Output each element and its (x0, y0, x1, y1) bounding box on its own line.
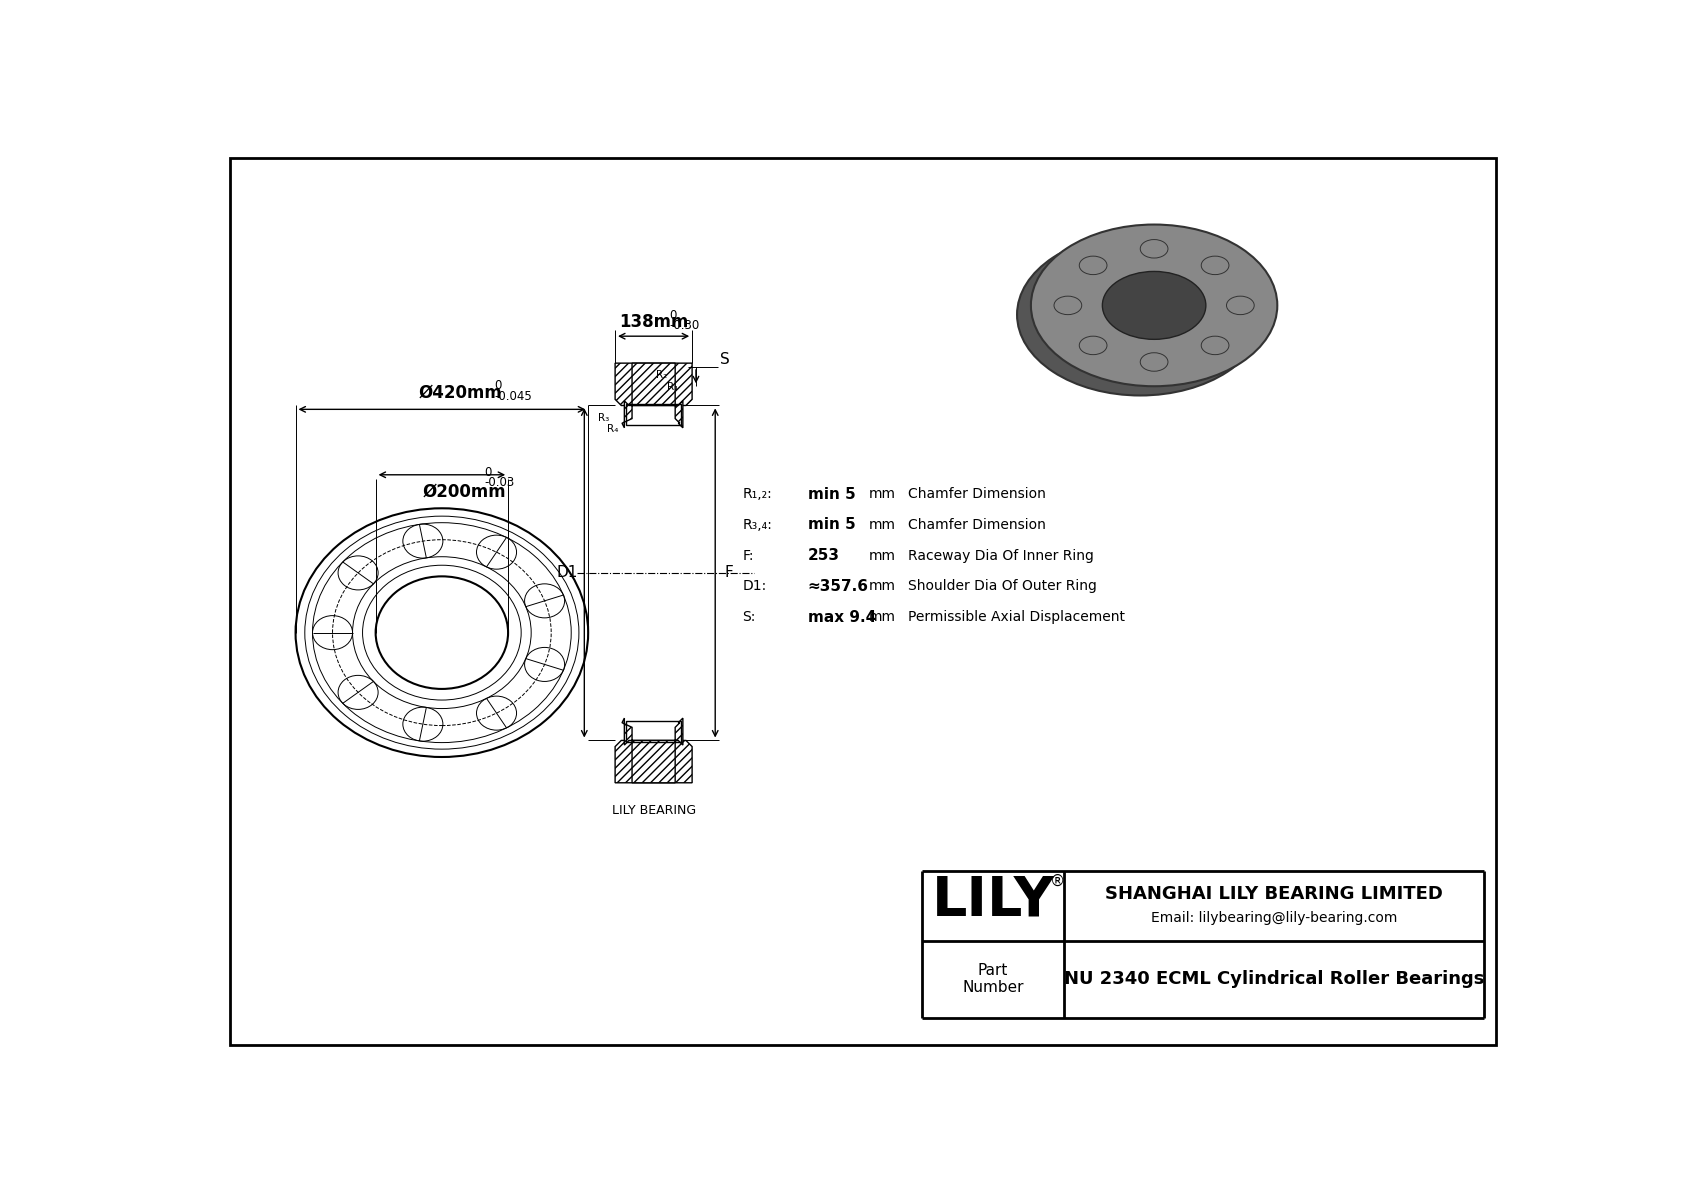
Text: Part
Number: Part Number (963, 964, 1024, 996)
Bar (626, 721, 682, 742)
Text: 253: 253 (808, 548, 840, 563)
Text: 0: 0 (669, 310, 677, 323)
Text: F:: F: (743, 549, 754, 562)
Text: mm: mm (869, 580, 896, 593)
Text: mm: mm (869, 518, 896, 532)
Text: ≈357.6: ≈357.6 (808, 579, 869, 594)
Text: Email: lilybearing@lily-bearing.com: Email: lilybearing@lily-bearing.com (1150, 911, 1398, 924)
Text: Chamfer Dimension: Chamfer Dimension (908, 518, 1046, 532)
Text: ®: ® (1049, 874, 1064, 888)
Text: Ø200mm: Ø200mm (423, 482, 507, 500)
Polygon shape (621, 718, 684, 782)
Text: R₃,₄:: R₃,₄: (743, 518, 771, 532)
Text: -0.03: -0.03 (485, 476, 514, 490)
Text: R₃: R₃ (598, 413, 610, 423)
Text: D1: D1 (557, 566, 578, 580)
Ellipse shape (1103, 272, 1206, 339)
Text: mm: mm (869, 610, 896, 624)
Text: min 5: min 5 (808, 487, 855, 501)
Text: Permissible Axial Displacement: Permissible Axial Displacement (908, 610, 1125, 624)
Text: 0: 0 (493, 380, 502, 392)
Text: R₁: R₁ (667, 382, 679, 392)
Text: min 5: min 5 (808, 517, 855, 532)
Text: NU 2340 ECML Cylindrical Roller Bearings: NU 2340 ECML Cylindrical Roller Bearings (1064, 971, 1484, 989)
Text: LILY: LILY (931, 874, 1054, 928)
Text: S: S (719, 351, 729, 367)
Text: Ø420mm: Ø420mm (419, 384, 502, 401)
Text: mm: mm (869, 487, 896, 501)
Text: D1:: D1: (743, 580, 766, 593)
Text: max 9.4: max 9.4 (808, 610, 876, 625)
Text: S:: S: (743, 610, 756, 624)
Text: Chamfer Dimension: Chamfer Dimension (908, 487, 1046, 501)
Polygon shape (615, 741, 692, 782)
Polygon shape (615, 363, 692, 405)
Text: LILY BEARING: LILY BEARING (611, 804, 695, 817)
Text: 0: 0 (485, 466, 492, 479)
Text: R₄: R₄ (608, 424, 618, 434)
Text: SHANGHAI LILY BEARING LIMITED: SHANGHAI LILY BEARING LIMITED (1105, 885, 1443, 904)
Polygon shape (621, 363, 684, 428)
Ellipse shape (1017, 233, 1263, 395)
Ellipse shape (1088, 281, 1192, 349)
Text: R₁,₂:: R₁,₂: (743, 487, 771, 501)
Text: mm: mm (869, 549, 896, 562)
Text: -0.30: -0.30 (669, 319, 699, 332)
Text: F: F (724, 566, 733, 580)
Text: 138mm: 138mm (620, 313, 689, 331)
Text: -0.045: -0.045 (493, 391, 532, 404)
Bar (626, 404, 682, 425)
Ellipse shape (1031, 225, 1276, 386)
Text: R₂: R₂ (657, 370, 667, 380)
Text: Shoulder Dia Of Outer Ring: Shoulder Dia Of Outer Ring (908, 580, 1096, 593)
Text: Raceway Dia Of Inner Ring: Raceway Dia Of Inner Ring (908, 549, 1093, 562)
